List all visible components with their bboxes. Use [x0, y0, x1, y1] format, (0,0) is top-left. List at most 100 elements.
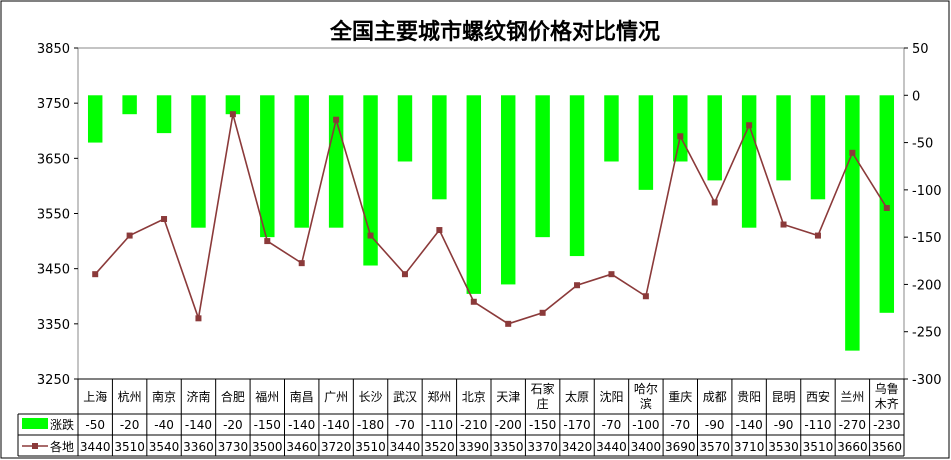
right-tick-label: -250	[912, 326, 942, 341]
bar	[87, 95, 103, 143]
line-point	[298, 260, 305, 267]
table-bar-value: -110	[804, 418, 831, 432]
table-bar-value: -150	[254, 418, 281, 432]
line-point	[367, 232, 374, 239]
table-bar-value: -140	[736, 418, 763, 432]
bar	[225, 95, 241, 115]
category-label: 庄	[537, 396, 549, 411]
left-tick-label: 3450	[37, 263, 70, 278]
table-line-value: 3560	[872, 440, 903, 454]
category-label: 天津	[496, 390, 520, 404]
line-point	[849, 149, 856, 156]
table-bar-value: -140	[185, 418, 212, 432]
table-line-value: 3660	[837, 440, 868, 454]
table-line-value: 3720	[321, 440, 352, 454]
right-tick-label: 50	[912, 42, 929, 57]
table-line-value: 3510	[355, 440, 386, 454]
table-line-value: 3500	[252, 440, 283, 454]
category-label: 上海	[83, 389, 107, 404]
bar	[535, 95, 550, 238]
table-bar-value: -180	[357, 418, 384, 432]
left-tick-label: 3350	[37, 318, 70, 333]
table-bar-value: -100	[632, 418, 659, 432]
table-line-value: 3360	[183, 440, 214, 454]
line-point	[505, 320, 512, 327]
category-label: 北京	[462, 390, 486, 404]
table-line-value: 3390	[459, 440, 490, 454]
category-label: 武汉	[393, 390, 417, 404]
right-tick-label: -150	[912, 231, 942, 246]
category-label: 沈阳	[599, 389, 623, 404]
bar	[500, 95, 516, 285]
bar	[397, 95, 413, 162]
bar	[741, 95, 757, 228]
right-tick-label: -100	[912, 184, 942, 199]
right-tick-label: 0	[912, 89, 920, 104]
category-label: 郑州	[427, 389, 451, 404]
table-line-value: 3690	[665, 440, 696, 454]
bar	[328, 95, 344, 228]
table-bar-value: -210	[460, 418, 487, 432]
table-line-value: 3460	[286, 440, 317, 454]
table-bar-value: -50	[85, 418, 105, 432]
line-point	[608, 271, 615, 278]
table-line-value: 3540	[149, 440, 180, 454]
category-label: 福州	[255, 389, 279, 404]
bar	[260, 95, 275, 238]
legend-bar-label: 涨跌	[50, 417, 74, 432]
line-series	[92, 111, 890, 327]
bar	[776, 95, 791, 181]
category-label: 南京	[152, 389, 176, 404]
table-line-value: 3440	[390, 440, 421, 454]
bar	[363, 95, 378, 266]
table-bar-value: -20	[223, 418, 243, 432]
category-label: 乌鲁	[875, 381, 899, 396]
table-line-value: 3440	[596, 440, 627, 454]
table-line-value: 3510	[803, 440, 834, 454]
table-bar-value: -270	[839, 418, 866, 432]
category-label: 长沙	[359, 390, 383, 404]
legend-bar-swatch	[22, 418, 48, 429]
table-line-value: 3530	[768, 440, 799, 454]
table-line-value: 3350	[493, 440, 524, 454]
category-label: 木齐	[875, 396, 899, 411]
table-bar-value: -20	[120, 418, 140, 432]
category-label: 哈尔	[634, 381, 658, 396]
right-axis: 50 0 -50 -100 -150 -200 -250 -300	[904, 42, 942, 388]
bar	[845, 95, 860, 351]
table-bar-value: -90	[774, 418, 794, 432]
table-line-value: 3710	[734, 440, 765, 454]
legend-line-marker	[32, 443, 38, 449]
right-tick-label: -300	[912, 373, 942, 388]
line-point	[677, 133, 684, 140]
chart-title: 全国主要城市螺纹钢价格对比情况	[329, 19, 660, 45]
bar	[810, 95, 826, 200]
bar	[191, 95, 206, 228]
category-label: 济南	[186, 389, 210, 404]
bar	[707, 95, 722, 181]
left-axis: 3250 3350 3450 3550 3650 3750 3850	[37, 42, 78, 388]
right-tick-label: -200	[912, 278, 942, 293]
bar	[638, 95, 654, 190]
bar	[879, 95, 895, 313]
line-point	[229, 111, 236, 118]
table-bar-value: -70	[602, 418, 622, 432]
line-point	[92, 271, 99, 278]
line-point	[814, 232, 821, 239]
category-label: 广州	[324, 390, 348, 404]
line-point	[470, 298, 477, 305]
category-label: 成都	[703, 390, 727, 404]
line-point	[711, 199, 718, 206]
bar	[156, 95, 172, 134]
table-bar-value: -40	[154, 418, 174, 432]
table-line-value: 3520	[424, 440, 455, 454]
left-tick-label: 3550	[37, 208, 70, 223]
category-label: 杭州	[118, 389, 142, 404]
line-point	[642, 293, 649, 300]
line-point	[539, 309, 546, 316]
table-bar-value: -70	[670, 418, 690, 432]
table-bar-value: -150	[529, 418, 556, 432]
table-line-value: 3400	[631, 440, 662, 454]
